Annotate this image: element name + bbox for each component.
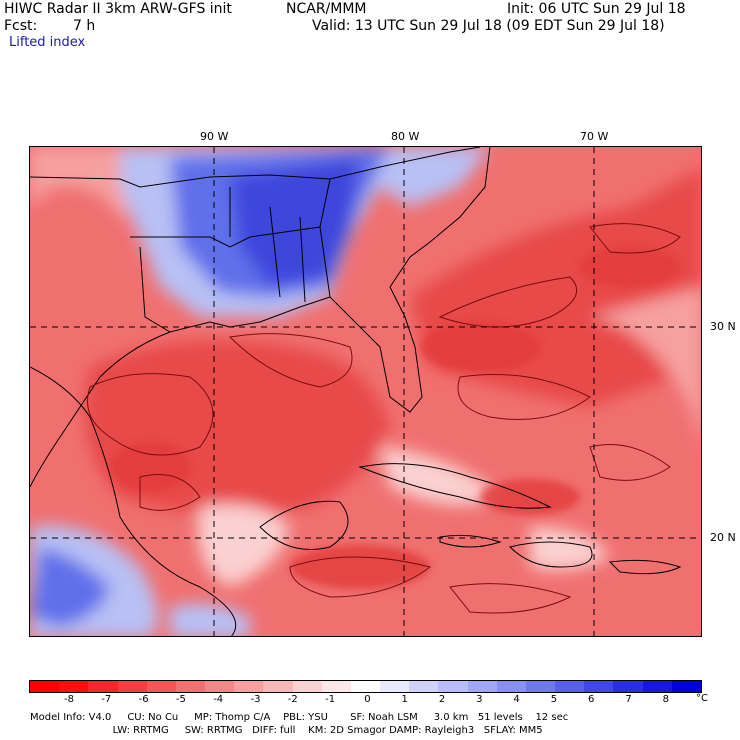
map-canvas — [30, 147, 701, 636]
lon-label-70w: 70 W — [580, 130, 609, 143]
colorbar-segment — [409, 681, 439, 692]
agency-label: NCAR/MMM — [286, 1, 367, 17]
colorbar-segment — [175, 681, 206, 692]
colorbar-tick-label: -6 — [138, 694, 149, 705]
lon-label-90w: 90 W — [200, 130, 229, 143]
forecast-hour: 7 h — [73, 18, 96, 34]
colorbar-segment — [584, 681, 614, 692]
colorbar-segment — [496, 681, 526, 692]
colorbar-segment — [30, 681, 60, 692]
colorbar-segment — [146, 681, 176, 692]
colorbar-tick-label: -7 — [101, 694, 112, 705]
model-info-line-1: Model Info: V4.0 CU: No Cu MP: Thomp C/A… — [30, 712, 569, 723]
colorbar-tick-label: 7 — [625, 694, 632, 705]
colorbar-segment — [467, 681, 497, 692]
colorbar-tick-label: 6 — [588, 694, 595, 705]
lat-label-20n: 20 N — [710, 531, 736, 544]
colorbar-segment — [380, 681, 410, 692]
forecast-label: Fcst: — [4, 18, 38, 34]
init-time: Init: 06 UTC Sun 29 Jul 18 — [507, 1, 686, 17]
colorbar-segment — [88, 681, 118, 692]
colorbar-segment — [613, 681, 643, 692]
colorbar-segment — [525, 681, 556, 692]
deep-red-cells — [110, 247, 680, 589]
colorbar-tick-label: -4 — [213, 694, 224, 705]
colorbar-tick-label: 3 — [476, 694, 483, 705]
colorbar-segment — [117, 681, 147, 692]
colorbar-tick-label: 5 — [550, 694, 558, 705]
colorbar-segment — [642, 681, 672, 692]
colorbar-segment — [671, 681, 701, 692]
colorbar-segment — [321, 681, 351, 692]
model-info-line-2: LW: RRTMG SW: RRTMG DIFF: full KM: 2D Sm… — [30, 725, 543, 736]
lon-label-80w: 80 W — [391, 130, 420, 143]
colorbar-segment — [59, 681, 89, 692]
colorbar-segment — [234, 681, 264, 692]
colorbar-segment — [263, 681, 293, 692]
lifted-index-map — [29, 146, 702, 637]
colorbar-segment — [438, 681, 468, 692]
colorbar-tick-label: 2 — [438, 694, 446, 705]
colorbar-tick-label: -3 — [250, 694, 261, 705]
colorbar-tick-label: 4 — [513, 694, 520, 705]
colorbar-tick-label: -5 — [175, 694, 186, 705]
lifted-index-colorbar — [29, 680, 702, 693]
coastlines-and-borders — [30, 147, 682, 636]
colorbar-tick-label: 8 — [662, 694, 669, 705]
colorbar-tick-label: -2 — [287, 694, 298, 705]
colorbar-tick-label: 1 — [401, 694, 408, 705]
colorbar-segment — [205, 681, 235, 692]
map-title: HIWC Radar II 3km ARW-GFS init — [4, 1, 232, 17]
colorbar-tick-label: 0 — [364, 694, 371, 705]
lat-label-30n: 30 N — [710, 320, 736, 333]
valid-time: Valid: 13 UTC Sun 29 Jul 18 (09 EDT Sun … — [312, 18, 665, 34]
colorbar-segment — [292, 681, 322, 692]
graticule — [30, 147, 701, 636]
colorbar-segment — [555, 681, 585, 692]
field-name: Lifted index — [9, 35, 86, 50]
colorbar-segment — [350, 681, 381, 692]
colorbar-tick-label: -8 — [64, 694, 74, 705]
colorbar-tick-label: -1 — [325, 694, 336, 705]
colorbar-unit: °C — [696, 693, 708, 704]
